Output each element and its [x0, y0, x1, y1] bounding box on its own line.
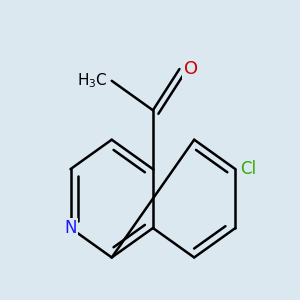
Text: O: O	[184, 60, 198, 78]
Text: N: N	[64, 219, 77, 237]
Text: Cl: Cl	[240, 160, 256, 178]
Text: H$_3$C: H$_3$C	[76, 71, 107, 90]
